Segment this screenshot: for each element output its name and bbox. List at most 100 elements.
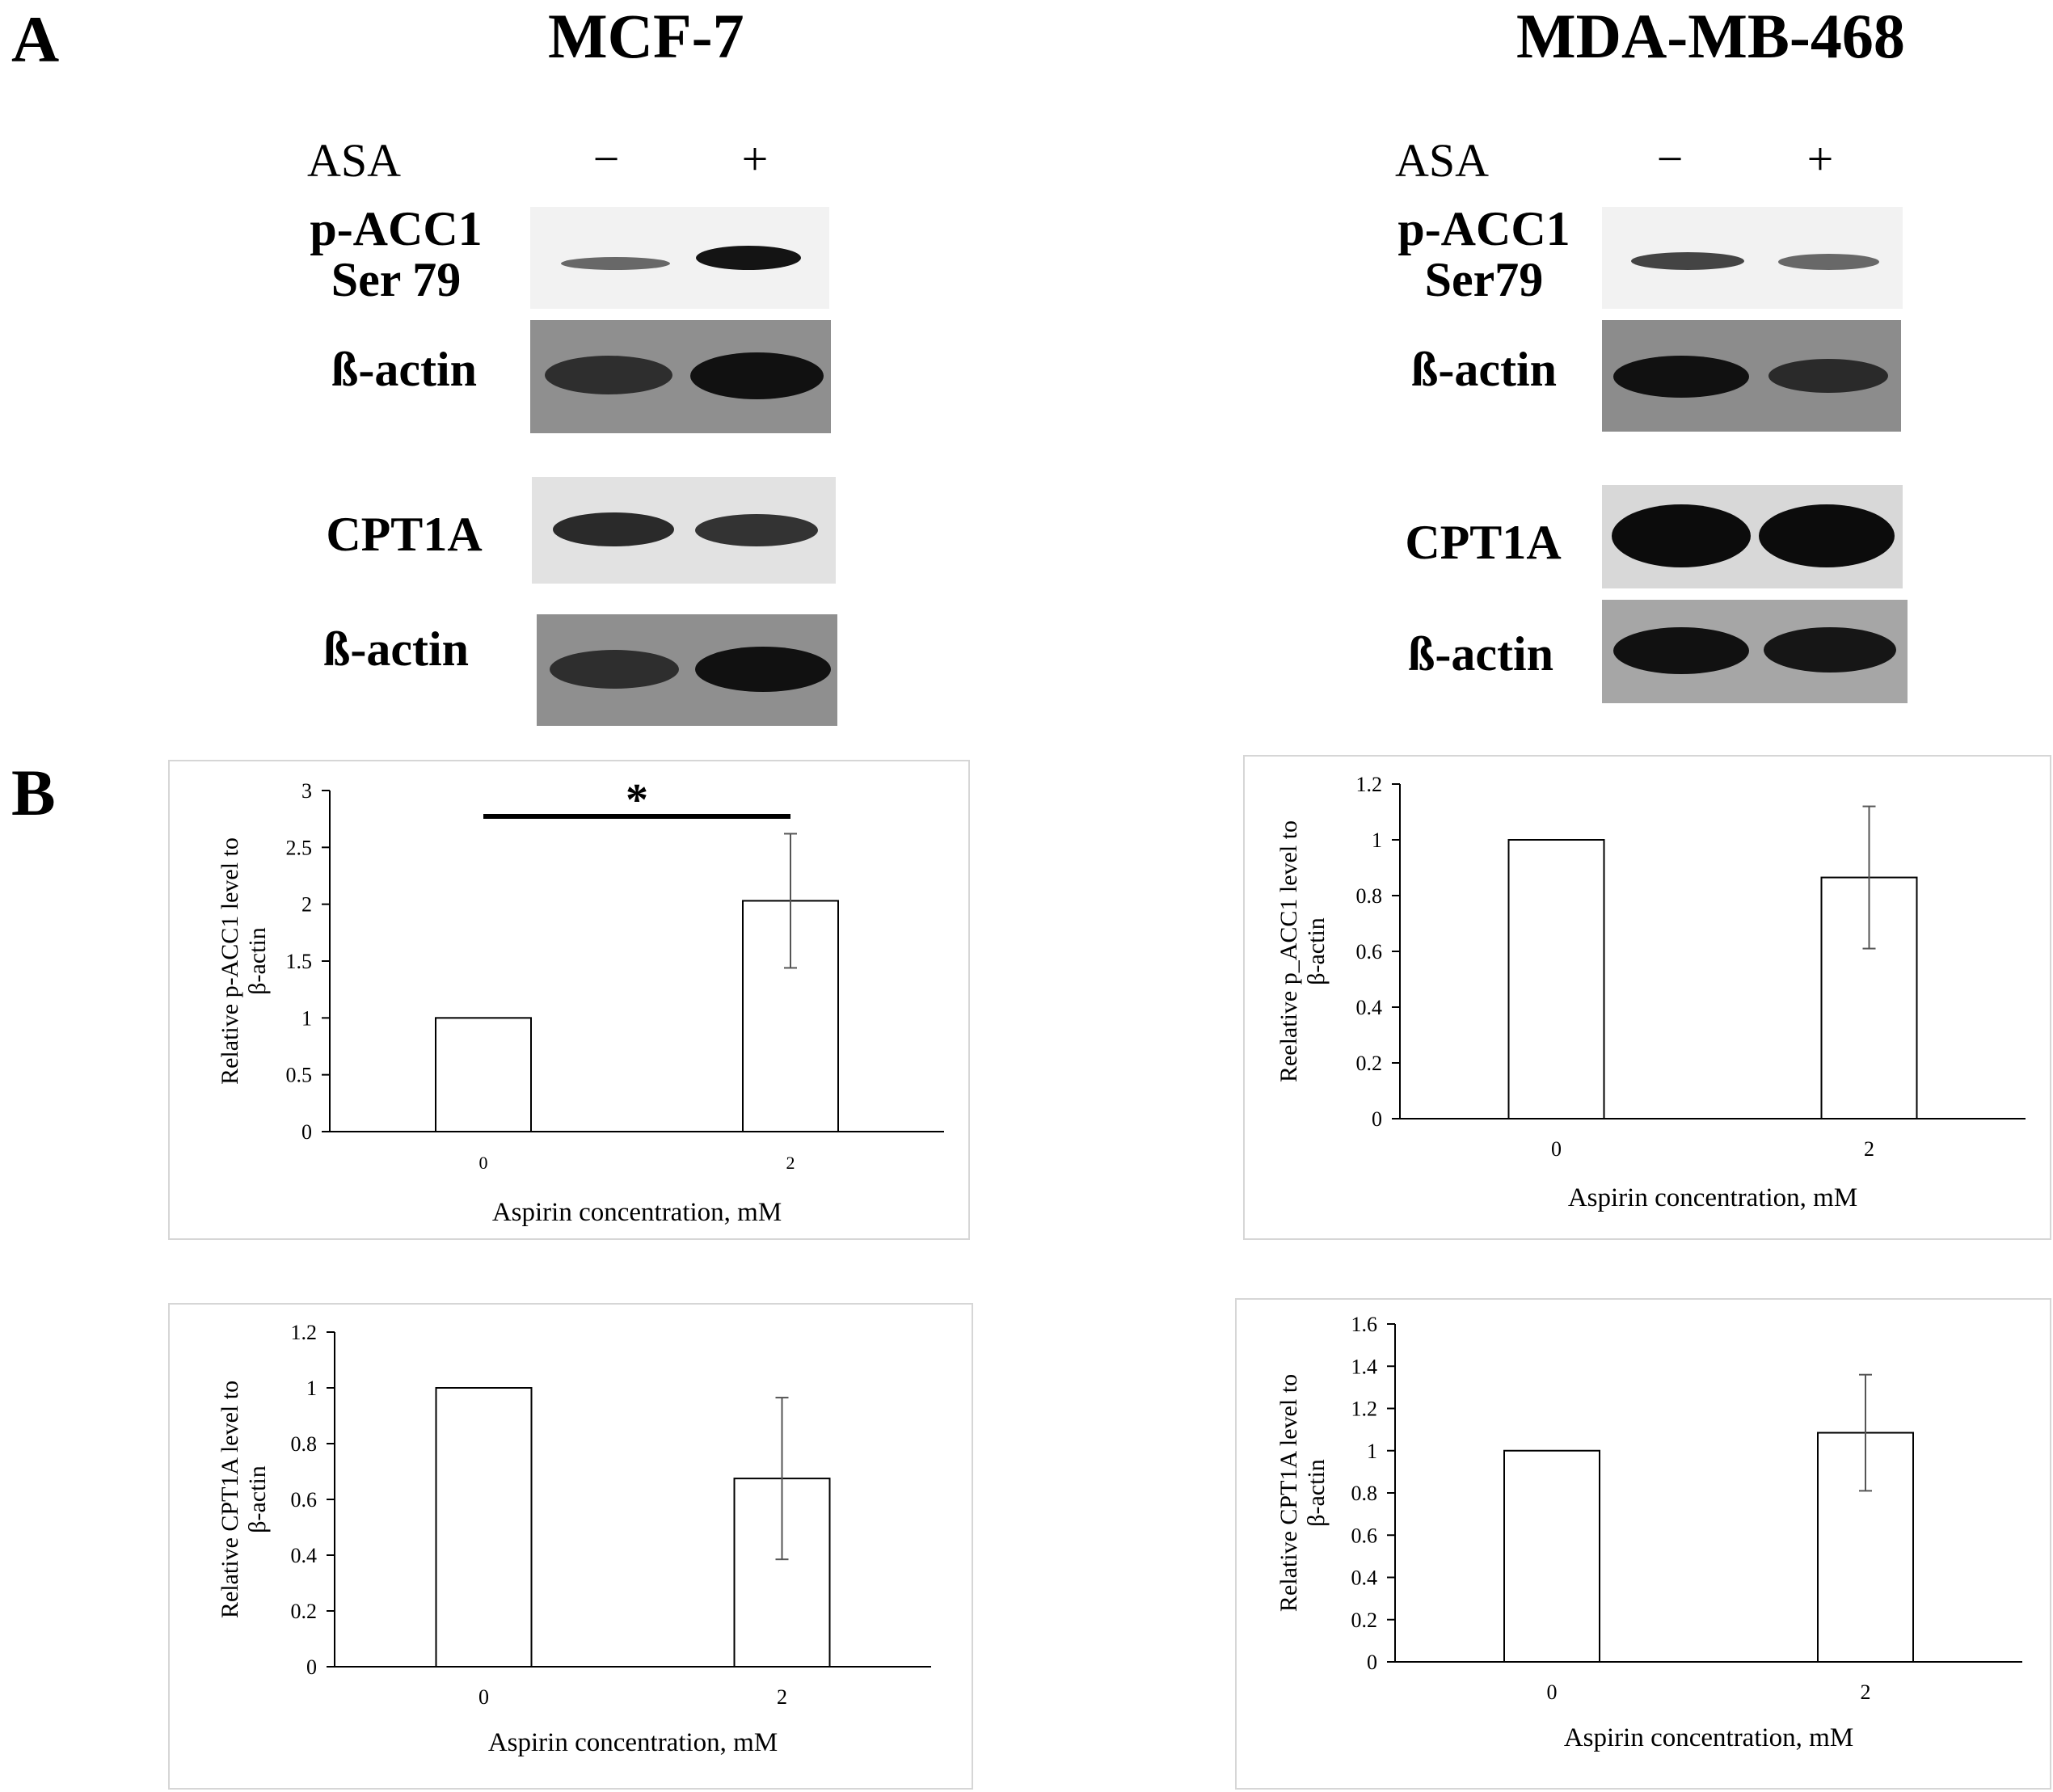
x-axis-title: Aspirin concentration, mM (1564, 1723, 1853, 1752)
y-axis-title: β-actin (244, 927, 271, 995)
y-tick-label: 0.2 (291, 1600, 318, 1623)
y-tick-label: 0 (306, 1655, 317, 1679)
chart-frame: 0 0.2 0.4 0.6 0.8 1 1.2 0 2 Aspirin concentration… (1243, 755, 2051, 1240)
band (1612, 504, 1751, 567)
y-tick-label: 0 (1372, 1107, 1382, 1131)
y-axis-title: β-actin (1303, 1459, 1330, 1527)
blot-label-cpt1a: CPT1A (326, 508, 483, 561)
asa-label: ASA (307, 134, 402, 187)
y-axis-title: Relative p-ACC1 level to (217, 837, 243, 1085)
blot-strip-actin (530, 320, 831, 433)
y-axis-title: Relative CPT1A level to (217, 1381, 243, 1618)
y-tick-label: 0 (301, 1120, 312, 1144)
y-tick-label: 1.2 (1351, 1398, 1378, 1421)
lane-sign-minus: − (1656, 133, 1684, 185)
blot-label-pacc1: p-ACC1 Ser 79 (310, 202, 483, 306)
y-tick-label: 2 (301, 893, 312, 917)
y-tick-label: 1.2 (291, 1321, 318, 1344)
cell-line-title-left: MCF-7 (548, 1, 744, 71)
blot-label-cpt1a: CPT1A (1405, 516, 1562, 569)
y-tick-label: 1 (306, 1377, 317, 1400)
cell-line-title-right: MDA-MB-468 (1516, 1, 1905, 71)
y-tick-label: 0.2 (1351, 1609, 1378, 1632)
blot-label-actin: ß-actin (331, 343, 477, 396)
lane-sign-plus: + (1806, 133, 1834, 185)
blot-label-actin: ß-actin (1408, 627, 1553, 681)
band (696, 246, 801, 270)
band (1759, 504, 1895, 567)
band (550, 650, 679, 689)
asa-label: ASA (1395, 134, 1490, 187)
band (553, 512, 674, 546)
y-tick-label: 1 (1372, 829, 1382, 852)
x-tick-label: 0 (478, 1685, 489, 1709)
y-tick-label: 0.2 (1356, 1052, 1383, 1075)
y-tick-label: 1.4 (1351, 1355, 1378, 1378)
y-tick-label: 0.5 (286, 1064, 313, 1087)
blot-label-actin: ß-actin (1411, 343, 1557, 396)
y-tick-label: 1.2 (1356, 773, 1383, 796)
y-tick-label: 0.4 (291, 1544, 318, 1567)
band (1764, 627, 1896, 673)
y-tick-label: 0.4 (1356, 996, 1383, 1019)
y-tick-label: 1 (301, 1006, 312, 1030)
y-axis-title: β-actin (1303, 917, 1330, 985)
y-tick-label: 0.6 (1351, 1524, 1378, 1547)
x-tick-label: 2 (777, 1685, 787, 1709)
band (695, 647, 831, 692)
y-axis-title: β-actin (244, 1465, 271, 1533)
bar-chart-mcf7-cpt1a: 0 0.2 0.4 0.6 0.8 1 1.2 0 2 Aspirin concentration… (217, 1321, 931, 1757)
band (690, 352, 824, 399)
bar (1503, 1449, 1600, 1663)
x-axis-title: Aspirin concentration, mM (488, 1728, 778, 1757)
blot-label-actin: ß-actin (323, 622, 469, 676)
band (1613, 627, 1749, 674)
bar-chart-mda-pacc1: 0 0.2 0.4 0.6 0.8 1 1.2 0 2 Aspirin concentration… (1275, 773, 2026, 1212)
band (1768, 359, 1888, 393)
y-tick-label: 0.6 (1356, 940, 1383, 963)
x-tick-label: 2 (786, 1153, 795, 1173)
x-tick-label: 2 (1861, 1680, 1871, 1704)
y-tick-label: 2.5 (286, 836, 313, 859)
y-tick-label: 0.8 (1351, 1482, 1378, 1505)
y-tick-label: 1 (1367, 1440, 1377, 1463)
x-axis-title: Aspirin concentration, mM (492, 1198, 782, 1227)
band (561, 257, 670, 270)
lane-sign-plus: + (741, 133, 769, 185)
lane-sign-minus: − (592, 133, 620, 185)
band (1778, 254, 1879, 270)
blot-strip-cpt1a (532, 477, 836, 584)
bar (1507, 839, 1605, 1119)
x-tick-label: 0 (1547, 1680, 1558, 1704)
y-tick-label: 1.5 (286, 950, 313, 973)
x-tick-label: 2 (1864, 1137, 1874, 1161)
chart-frame: 0 0.2 0.4 0.6 0.8 1 1.2 0 2 Aspirin concentration… (168, 1303, 973, 1790)
blot-strip-actin (537, 614, 837, 726)
x-axis-title: Aspirin concentration, mM (1568, 1183, 1857, 1212)
band (545, 356, 672, 394)
y-tick-label: 0.8 (291, 1432, 318, 1456)
chart-frame: 0 0.2 0.4 0.6 0.8 1 1.2 1.4 1.6 0 2 Aspirin concent… (1235, 1298, 2051, 1790)
band (695, 514, 818, 546)
bar (435, 1387, 533, 1668)
panel-label-a: A (11, 2, 60, 76)
blot-strip-pacc1 (530, 207, 829, 309)
y-axis-title: Relative CPT1A level to (1275, 1374, 1302, 1612)
y-tick-label: 0 (1367, 1651, 1377, 1674)
bar (742, 900, 839, 1133)
bar-chart-mcf7-pacc1: 0 0.5 1 1.5 2 2.5 3 0 2 Aspirin concentration, mM… (217, 775, 944, 1227)
bar (435, 1017, 532, 1133)
x-tick-label: 0 (479, 1153, 488, 1173)
significance-marker: * (626, 775, 648, 825)
bar-chart-mda-cpt1a: 0 0.2 0.4 0.6 0.8 1 1.2 1.4 1.6 0 2 Aspirin concent… (1275, 1313, 2022, 1752)
y-tick-label: 3 (301, 779, 312, 803)
blot-strip-actin (1602, 600, 1908, 703)
y-tick-label: 0.8 (1356, 884, 1383, 908)
blot-strip-pacc1 (1602, 207, 1903, 309)
y-tick-label: 1.6 (1351, 1313, 1378, 1336)
blot-strip-actin (1602, 320, 1901, 432)
y-tick-label: 0.4 (1351, 1566, 1378, 1590)
blot-strip-cpt1a (1602, 485, 1903, 588)
band (1613, 356, 1749, 398)
panel-label-b: B (11, 756, 56, 829)
